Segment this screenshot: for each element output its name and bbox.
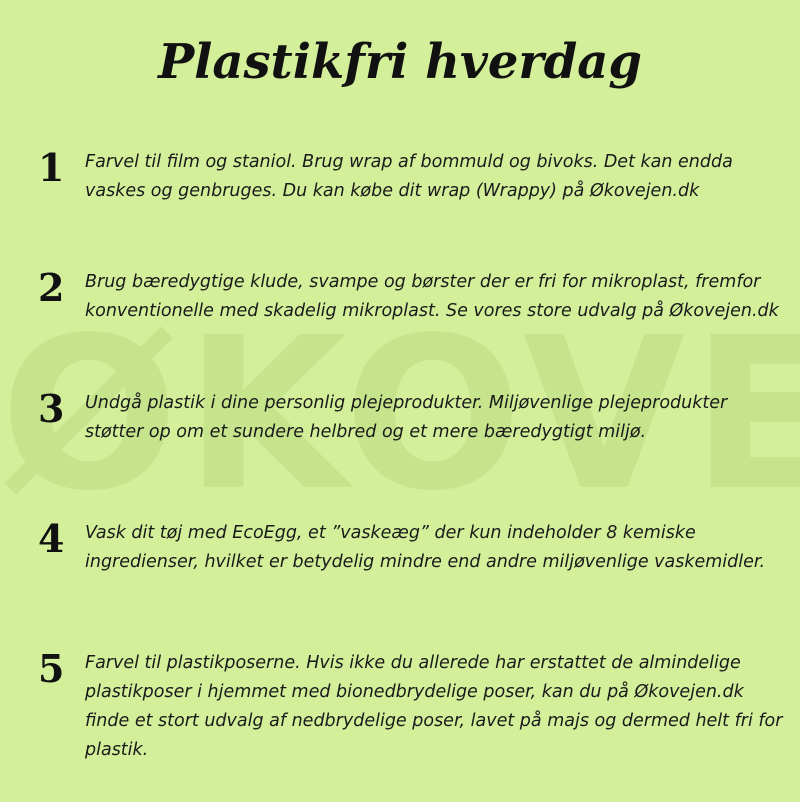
tip-text: Farvel til plastikposerne. Hvis ikke du … <box>85 653 783 760</box>
tip-text: Farvel til film og staniol. Brug wrap af… <box>85 152 733 201</box>
tip-number: 2 <box>38 265 65 310</box>
tip-text: Undgå plastik i dine personlig plejeprod… <box>85 393 728 442</box>
tip-number: 1 <box>38 145 65 190</box>
tip-text: Vask dit tøj med EcoEgg, et ”vaskeæg” de… <box>85 523 766 572</box>
tip-text: Brug bæredygtige klude, svampe og børste… <box>85 272 779 321</box>
tip-number: 4 <box>38 516 65 561</box>
brand-watermark: ØKOVEJEN <box>0 300 800 530</box>
tip-number: 5 <box>38 646 65 691</box>
tip-number: 3 <box>38 386 65 431</box>
page-title: Plastikfri hverdag <box>158 34 642 90</box>
